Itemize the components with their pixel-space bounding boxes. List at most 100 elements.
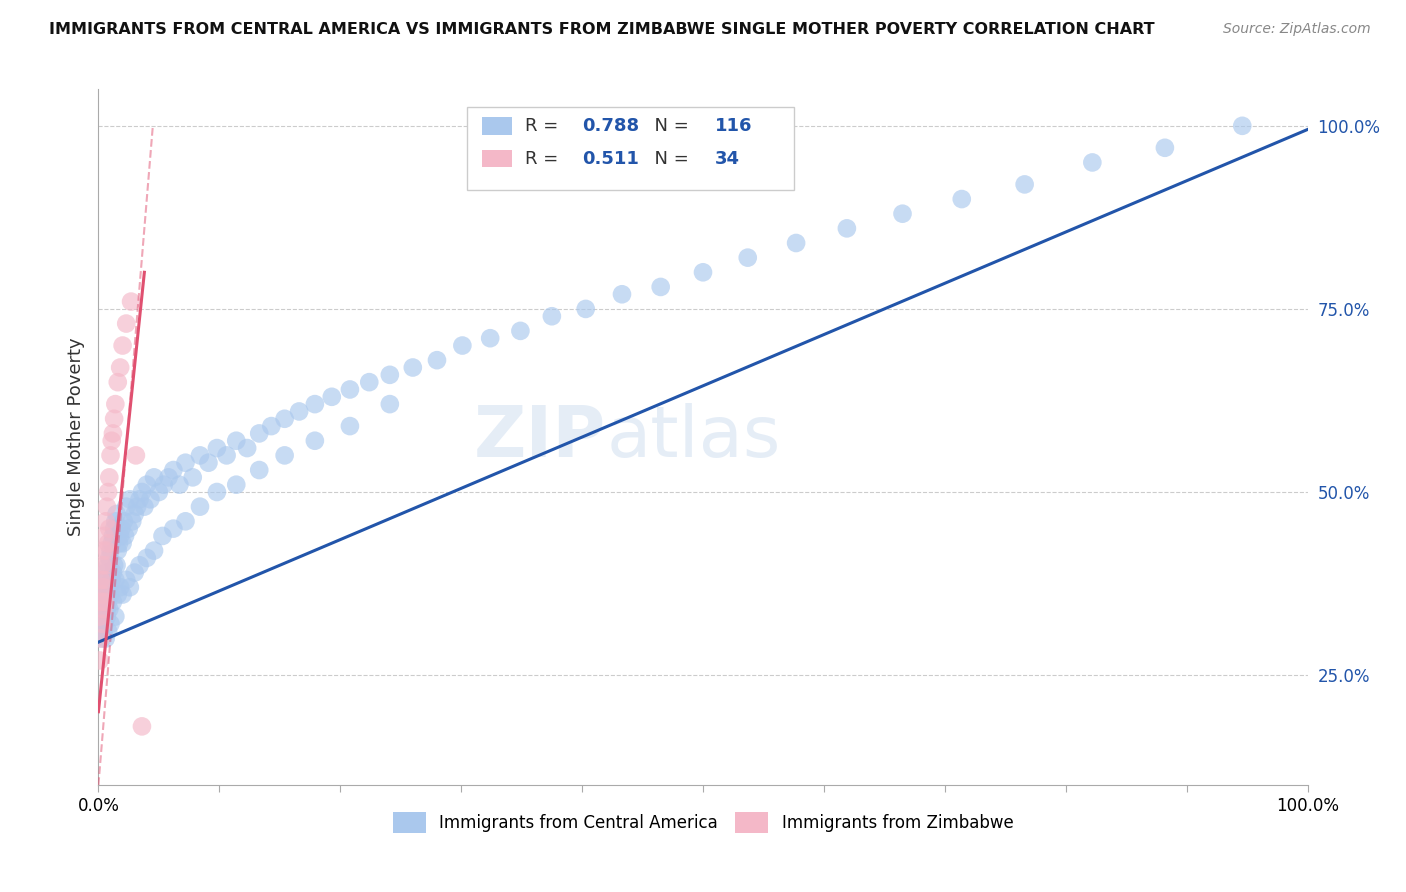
Point (339, 419, 361, 434)
Point (91, 580, 114, 594)
Point (103, 522, 125, 536)
Point (205, 441, 228, 455)
Text: Source: ZipAtlas.com: Source: ZipAtlas.com (1223, 22, 1371, 37)
Point (94, 558, 117, 573)
Point (378, 397, 401, 411)
Point (247, 463, 270, 477)
Point (321, 390, 343, 404)
Point (134, 500, 156, 514)
Point (273, 449, 295, 463)
Point (100, 543, 122, 558)
Point (236, 441, 259, 455)
Point (93, 529, 115, 543)
Point (91, 616, 114, 631)
Point (1014, 178, 1036, 192)
Point (304, 434, 326, 448)
Point (101, 595, 124, 609)
Point (91, 588, 114, 602)
Point (143, 543, 166, 558)
Point (91, 558, 114, 573)
Point (101, 566, 124, 580)
Point (96, 602, 118, 616)
Point (835, 221, 858, 235)
Point (273, 411, 295, 425)
Point (93, 616, 115, 631)
Point (110, 522, 132, 536)
Point (174, 514, 197, 528)
Point (101, 529, 124, 543)
Point (90, 573, 112, 587)
Point (91, 595, 114, 609)
Point (114, 529, 136, 543)
Point (89, 653, 111, 667)
Point (225, 477, 247, 491)
Point (128, 558, 150, 573)
Point (157, 470, 180, 484)
Point (107, 588, 129, 602)
Point (105, 558, 128, 573)
Point (101, 426, 124, 441)
Point (205, 485, 228, 500)
Point (650, 280, 672, 294)
Point (197, 456, 219, 470)
Point (91, 602, 114, 616)
Text: 0.511: 0.511 (582, 150, 638, 168)
Point (143, 470, 166, 484)
Point (103, 411, 125, 425)
Point (107, 375, 129, 389)
Point (131, 485, 153, 500)
Point (128, 492, 150, 507)
Point (118, 522, 141, 536)
Point (737, 251, 759, 265)
Text: ZIP: ZIP (474, 402, 606, 472)
Point (575, 301, 598, 316)
Point (112, 514, 135, 528)
Text: R =: R = (526, 150, 564, 168)
Point (98, 470, 121, 484)
Point (188, 500, 211, 514)
Point (108, 536, 131, 550)
Point (169, 477, 191, 491)
Point (96, 573, 118, 587)
Text: 34: 34 (716, 150, 740, 168)
Point (124, 507, 146, 521)
Point (100, 616, 122, 631)
Point (91, 588, 114, 602)
Point (152, 529, 174, 543)
Point (118, 492, 141, 507)
Point (108, 580, 131, 594)
Point (90, 595, 112, 609)
Point (97, 558, 120, 573)
Point (785, 235, 807, 250)
Text: 116: 116 (716, 117, 752, 135)
Point (91, 624, 114, 639)
Point (94, 566, 117, 580)
Point (174, 456, 197, 470)
Point (378, 368, 401, 382)
Point (127, 500, 149, 514)
Point (91, 543, 114, 558)
Point (105, 507, 128, 521)
Point (120, 294, 142, 309)
Point (107, 543, 129, 558)
Point (139, 492, 162, 507)
Text: R =: R = (526, 117, 564, 135)
Point (97, 624, 120, 639)
Text: N =: N = (643, 150, 695, 168)
Point (148, 485, 170, 500)
Point (215, 449, 238, 463)
Text: 0.788: 0.788 (582, 117, 640, 135)
Point (131, 719, 153, 733)
Point (118, 580, 141, 594)
Point (94, 632, 117, 646)
Point (93, 616, 115, 631)
Point (288, 404, 311, 418)
Point (104, 397, 127, 411)
Y-axis label: Single Mother Poverty: Single Mother Poverty (66, 338, 84, 536)
Point (94, 514, 117, 528)
Point (162, 522, 184, 536)
Point (124, 566, 146, 580)
Point (135, 477, 157, 491)
Point (100, 573, 122, 587)
Point (260, 419, 283, 434)
